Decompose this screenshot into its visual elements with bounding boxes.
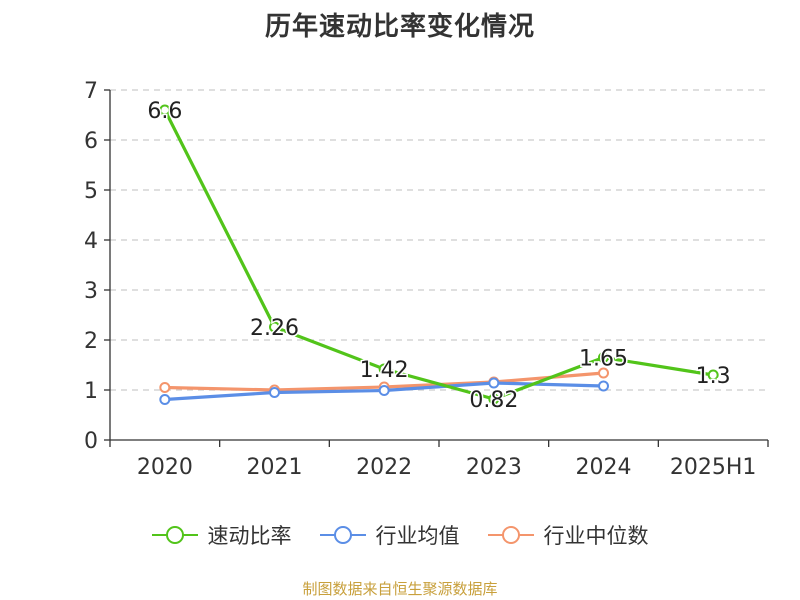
data-label: 0.82 — [469, 388, 518, 413]
series-lines — [159, 104, 719, 405]
x-tick-label: 2021 — [247, 455, 303, 480]
series-line-0 — [163, 109, 714, 401]
data-point — [159, 382, 171, 393]
legend-item-series-0[interactable]: 速动比率 — [151, 520, 292, 550]
data-label: 1.42 — [360, 358, 409, 383]
legend-line-circle-icon — [151, 526, 198, 544]
data-label: 6.6 — [147, 99, 182, 124]
x-tick-label: 2020 — [137, 455, 193, 480]
y-tick-label: 3 — [84, 279, 98, 304]
data-point — [488, 377, 500, 389]
data-point — [378, 363, 390, 375]
data-labels: 6.6 2.26 1.42 0.82 1.65 1.3 — [146, 98, 732, 415]
x-tick-label: 2025H1 — [670, 455, 757, 480]
y-tick-label: 1 — [84, 379, 98, 404]
data-point — [598, 352, 609, 363]
y-tick-label: 6 — [84, 129, 98, 154]
data-point — [159, 394, 171, 405]
y-tick-label: 2 — [84, 329, 98, 354]
legend-label: 行业均值 — [375, 524, 460, 548]
y-tick-label: 0 — [84, 429, 98, 454]
source-note: 制图数据来自恒生聚源数据库 — [302, 580, 498, 598]
x-tick-label: 2024 — [576, 455, 632, 480]
data-point — [378, 385, 390, 396]
legend-item-series-1[interactable]: 行业均值 — [319, 520, 460, 550]
data-label: 1.65 — [579, 347, 628, 372]
data-point — [269, 387, 280, 398]
legend-line-circle-icon — [487, 526, 534, 544]
data-point — [488, 393, 500, 405]
y-tick-label: 5 — [84, 179, 98, 204]
legend-label: 行业中位数 — [543, 524, 649, 548]
legend: 速动比率 行业均值 行业中位数 — [0, 520, 800, 550]
legend-line-circle-icon — [319, 526, 366, 544]
x-tick-label: 2023 — [466, 455, 522, 480]
x-tick-label: 2022 — [356, 455, 412, 480]
y-tick-label: 7 — [84, 79, 98, 104]
data-point — [707, 369, 719, 381]
grid-lines — [110, 89, 768, 391]
legend-item-series-2[interactable]: 行业中位数 — [487, 520, 649, 550]
data-label: 1.3 — [696, 364, 731, 389]
legend-label: 速动比率 — [207, 524, 292, 548]
data-label: 2.26 — [250, 316, 299, 341]
data-point — [598, 380, 609, 392]
chart-title: 历年速动比率变化情况 — [264, 12, 535, 42]
data-point — [598, 367, 609, 379]
data-point — [159, 104, 171, 116]
axes: 0 1 2 3 4 5 6 7 2020 2021 2022 2023 2024 2025H1 — [84, 79, 769, 480]
y-tick-label: 4 — [84, 229, 98, 254]
data-point — [269, 321, 280, 333]
